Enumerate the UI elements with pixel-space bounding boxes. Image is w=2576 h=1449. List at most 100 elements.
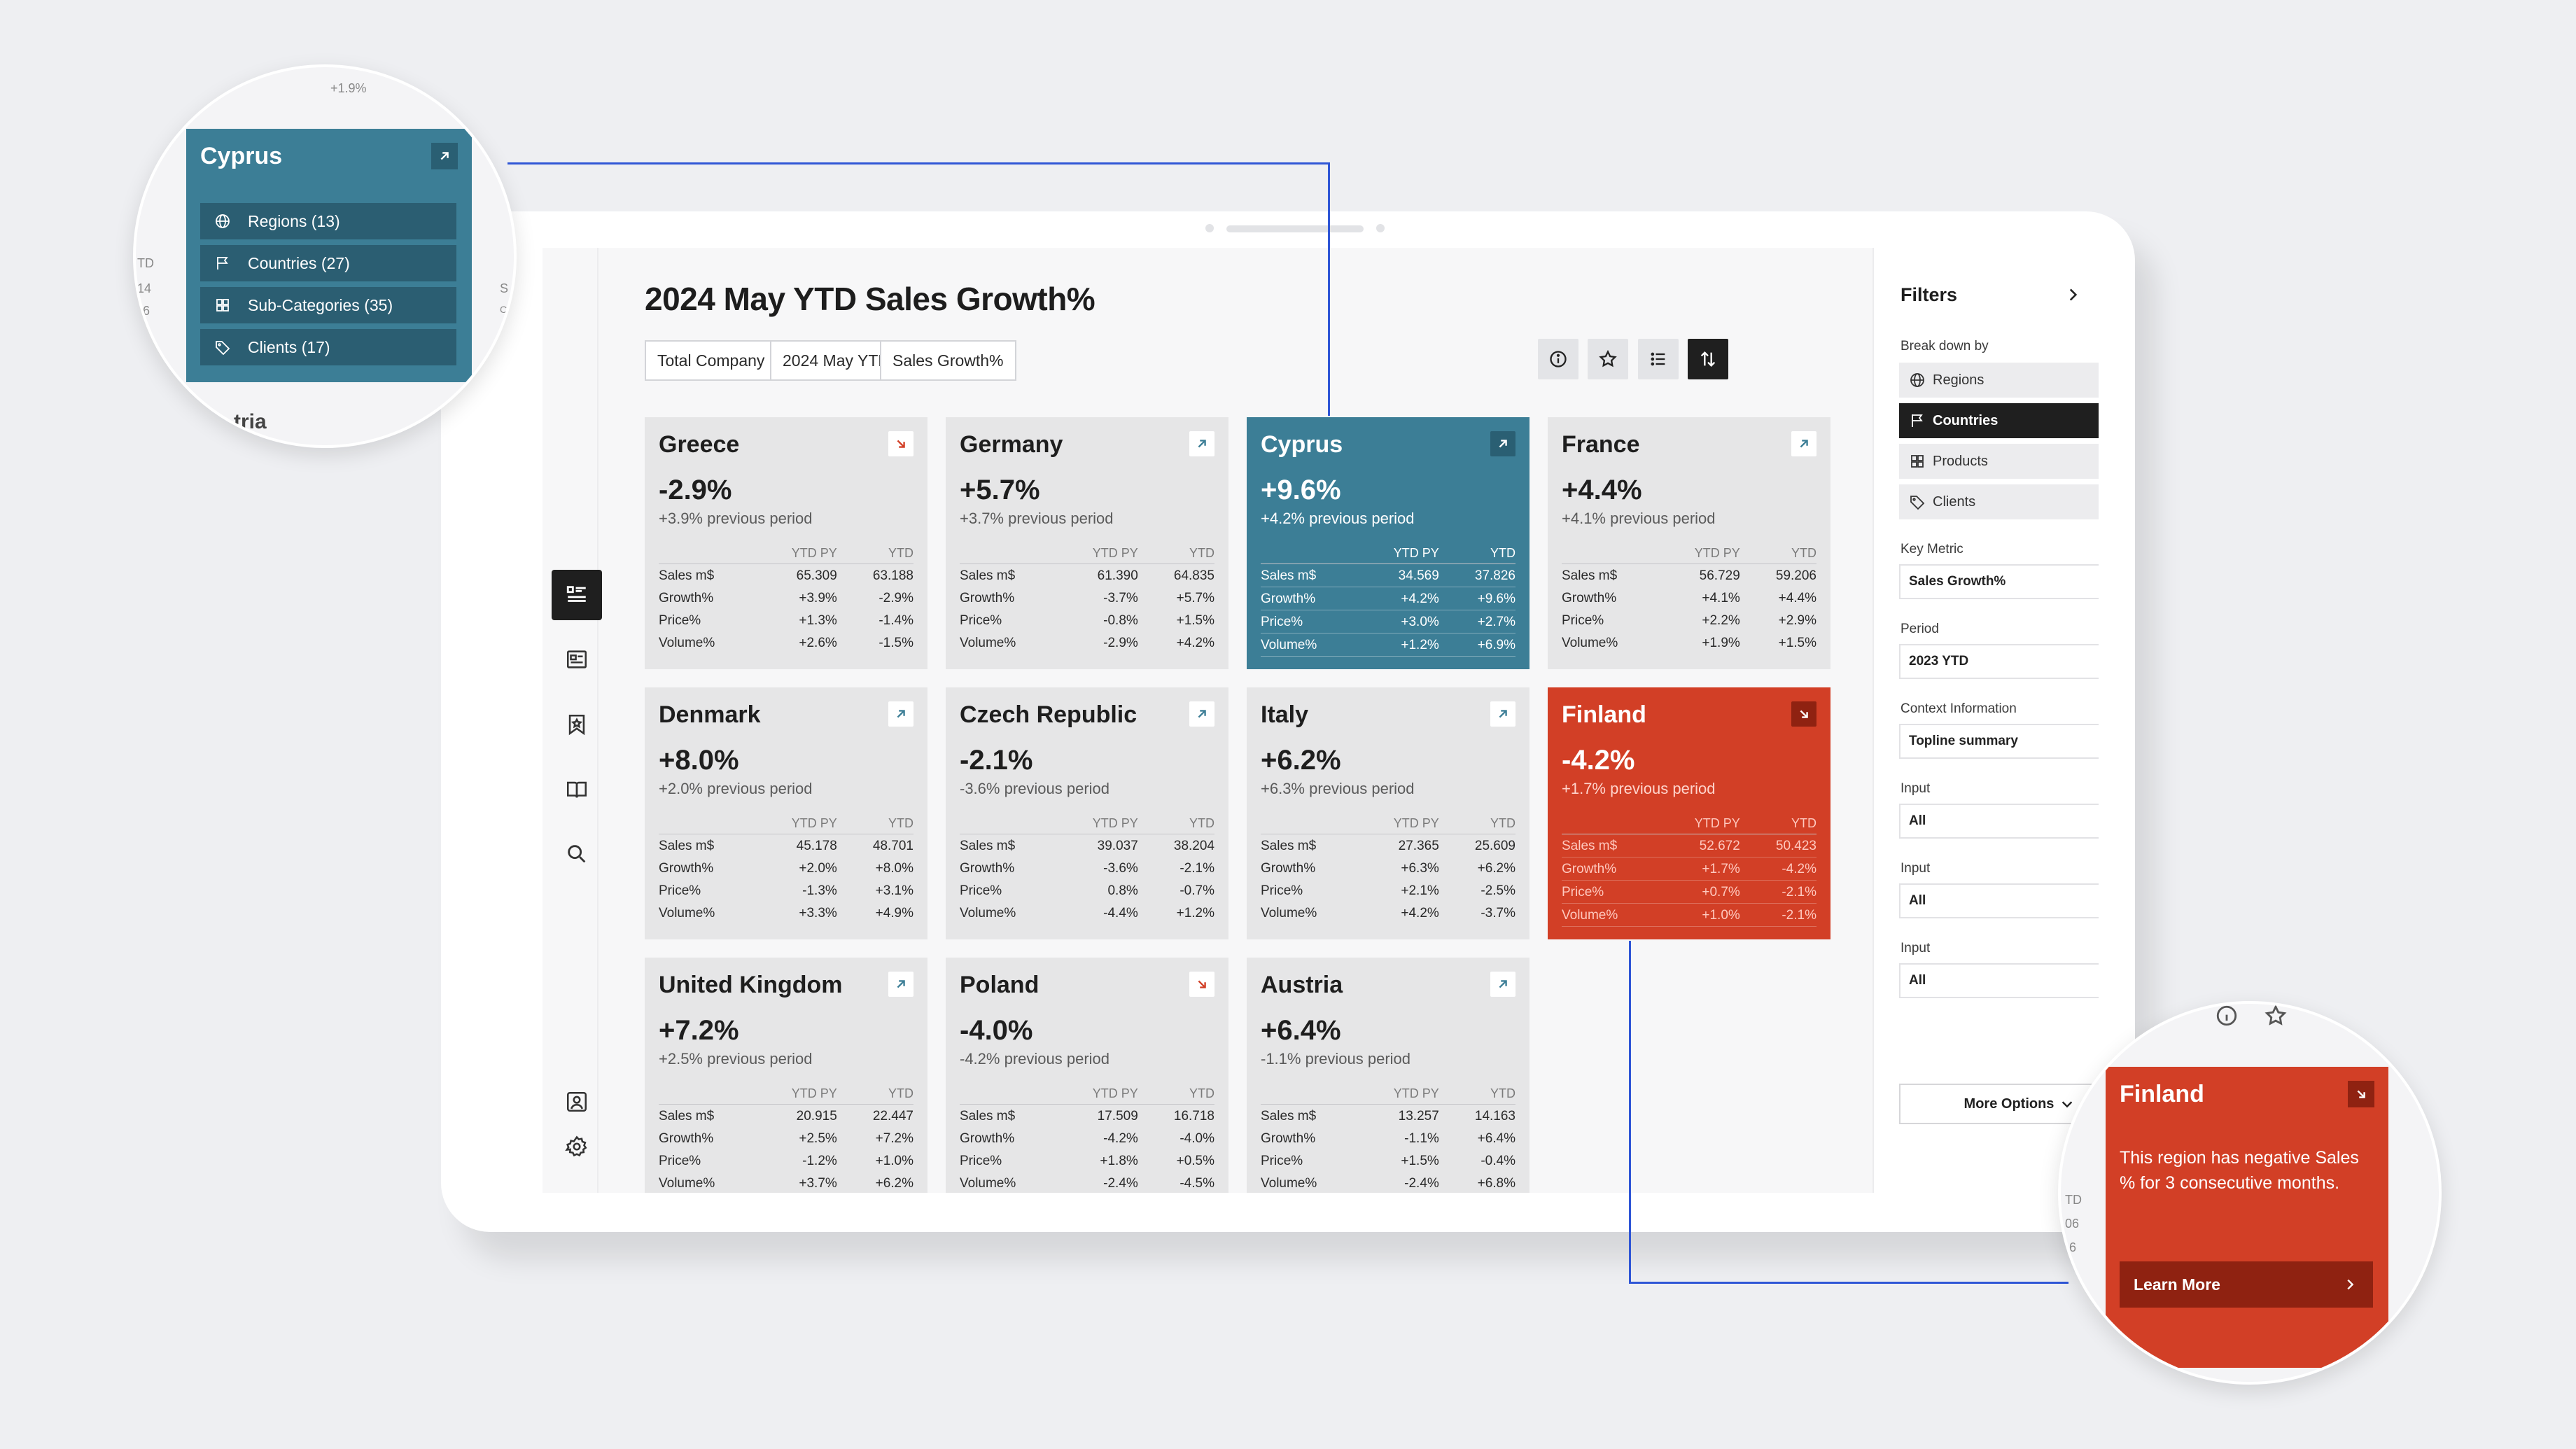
metric-name: Price% — [960, 613, 1002, 628]
context-select[interactable]: Topline summary — [1899, 724, 2099, 759]
metrics-header: YTD PY YTD — [1562, 546, 1816, 564]
metric-row: Growth% -3.7% +5.7% — [960, 587, 1214, 609]
header-metric — [960, 816, 1062, 834]
drilldown-clients[interactable]: Clients (17) — [200, 329, 456, 365]
sort-button[interactable] — [1688, 339, 1728, 379]
metric-ytd: -2.1% — [1740, 880, 1816, 904]
metrics-table: YTD PY YTD Sales m$ 52.672 50.423 Growth% +1.7… — [1562, 816, 1816, 927]
list-view-button[interactable] — [1638, 339, 1679, 379]
breakdown-option-label: Regions — [1933, 372, 1984, 388]
open-card-button[interactable] — [1791, 701, 1816, 727]
input2-select[interactable]: All — [1899, 883, 2099, 918]
nav-library-button[interactable] — [552, 764, 602, 815]
learn-more-button[interactable]: Learn More — [2120, 1261, 2373, 1308]
faint-text: TD — [2065, 1193, 2082, 1207]
country-card[interactable]: Germany +5.7% +3.7% previous period YTD PY Y… — [946, 417, 1228, 669]
metric-ytd-py: +1.3% — [799, 613, 837, 628]
country-card[interactable]: Austria +6.4% -1.1% previous period YTD PY Y… — [1247, 958, 1530, 1193]
metric-ytd-py: +2.1% — [1401, 883, 1439, 898]
header-metric — [1562, 816, 1664, 834]
metrics-table: YTD PY YTD Sales m$ 20.915 22.447 Growth% +2.5… — [659, 1086, 913, 1193]
open-card-button[interactable] — [1189, 701, 1214, 727]
country-card[interactable]: France +4.4% +4.1% previous period YTD PY YT… — [1548, 417, 1830, 669]
growth-value: -4.2% — [1562, 745, 1635, 776]
nav-profile-button[interactable] — [552, 1077, 602, 1127]
tag-icon — [216, 341, 230, 356]
metric-row: Volume% +1.9% +1.5% — [1562, 631, 1816, 654]
previous-period: +1.7% previous period — [1562, 780, 1716, 797]
metric-ytd-py: -1.3% — [802, 883, 837, 898]
header-ytd-py: YTD PY — [1694, 816, 1740, 830]
open-card-button[interactable] — [888, 972, 913, 997]
metric-ytd-py: -4.4% — [1103, 906, 1138, 920]
metric-ytd: 64.835 — [1138, 564, 1214, 587]
open-card-button[interactable] — [1490, 431, 1516, 456]
open-card-button[interactable] — [1189, 972, 1214, 997]
metric-ytd-py: -1.1% — [1404, 1131, 1439, 1146]
country-card[interactable]: Greece -2.9% +3.9% previous period YTD PY YT… — [645, 417, 927, 669]
open-card-button[interactable] — [888, 431, 913, 456]
nav-dashboard-button[interactable] — [552, 570, 602, 620]
open-card-button[interactable] — [1490, 701, 1516, 727]
metric-row: Sales m$ 61.390 64.835 — [960, 564, 1214, 587]
collapse-button[interactable] — [2348, 1081, 2374, 1107]
info-icon — [1550, 351, 1567, 368]
breakdown-option-regions[interactable]: Regions — [1899, 363, 2099, 398]
favorite-button[interactable] — [1588, 339, 1628, 379]
input1-label: Input — [1900, 781, 1931, 796]
input1-select[interactable]: All — [1899, 804, 2099, 839]
country-name: Cyprus — [1261, 431, 1343, 458]
metric-ytd-py: +2.5% — [799, 1131, 837, 1146]
arrow-up-right-icon — [1499, 710, 1507, 718]
more-options-button[interactable]: More Options — [1899, 1084, 2099, 1124]
growth-value: +9.6% — [1261, 475, 1341, 505]
breakdown-option-clients[interactable]: Clients — [1899, 484, 2099, 519]
growth-value: +7.2% — [659, 1015, 739, 1046]
chip-scope[interactable]: Total Company — [645, 340, 778, 381]
open-card-button[interactable] — [1791, 431, 1816, 456]
metric-row: Price% +0.7% -2.1% — [1562, 880, 1816, 904]
key-metric-select[interactable]: Sales Growth% — [1899, 564, 2099, 599]
metric-ytd-py: 17.509 — [1061, 1104, 1138, 1127]
metric-ytd-py: +4.2% — [1362, 587, 1439, 610]
info-button[interactable] — [1538, 339, 1578, 379]
period-select[interactable]: 2023 YTD — [1899, 644, 2099, 679]
nav-reports-button[interactable] — [552, 634, 602, 685]
input2-value: All — [1909, 893, 1926, 908]
metric-ytd-py: -2.4% — [1103, 1176, 1138, 1191]
metric-name: Sales m$ — [960, 834, 1062, 857]
country-card[interactable]: Cyprus +9.6% +4.2% previous period YTD PY YT… — [1247, 417, 1530, 669]
metric-name: Sales m$ — [659, 834, 761, 857]
country-card[interactable]: Poland -4.0% -4.2% previous period YTD PY YT… — [946, 958, 1228, 1193]
list-icon — [1651, 352, 1665, 366]
chip-metric[interactable]: Sales Growth% — [880, 340, 1016, 381]
nav-bookmarks-button[interactable] — [552, 699, 602, 750]
expand-button[interactable] — [431, 143, 458, 169]
open-card-button[interactable] — [1189, 431, 1214, 456]
nav-search-button[interactable] — [552, 829, 602, 879]
breakdown-option-countries[interactable]: Countries — [1899, 403, 2099, 438]
nav-settings-button[interactable] — [552, 1121, 602, 1172]
country-card[interactable]: United Kingdom +7.2% +2.5% previous period… — [645, 958, 927, 1193]
chevron-right-icon[interactable] — [2064, 286, 2082, 304]
input3-select[interactable]: All — [1899, 963, 2099, 998]
breakdown-option-products[interactable]: Products — [1899, 444, 2099, 479]
country-card[interactable]: Czech Republic -2.1% -3.6% previous period… — [946, 687, 1228, 939]
star-icon — [1599, 349, 1617, 368]
open-card-button[interactable] — [1490, 972, 1516, 997]
previous-period: +6.3% previous period — [1261, 780, 1415, 797]
metrics-table: YTD PY YTD Sales m$ 39.037 38.204 Growth% -3.6… — [960, 816, 1214, 924]
country-card[interactable]: Italy +6.2% +6.3% previous period YTD PY YTD… — [1247, 687, 1530, 939]
drilldown-countries[interactable]: Countries (27) — [200, 245, 456, 281]
header-ytd-py: YTD PY — [1694, 546, 1740, 560]
country-card[interactable]: Finland -4.2% +1.7% previous period YTD PY Y… — [1548, 687, 1830, 939]
open-card-button[interactable] — [888, 701, 913, 727]
country-card[interactable]: Denmark +8.0% +2.0% previous period YTD PY Y… — [645, 687, 927, 939]
camera-dot — [1205, 224, 1214, 232]
drilldown-regions[interactable]: Regions (13) — [200, 203, 456, 239]
context-label: Context Information — [1900, 701, 2017, 716]
faint-text: 14 — [137, 281, 152, 295]
metric-name: Volume% — [1261, 633, 1363, 657]
drilldown-subcategories[interactable]: Sub-Categories (35) — [200, 287, 456, 323]
metrics-header: YTD PY YTD — [659, 1086, 913, 1105]
